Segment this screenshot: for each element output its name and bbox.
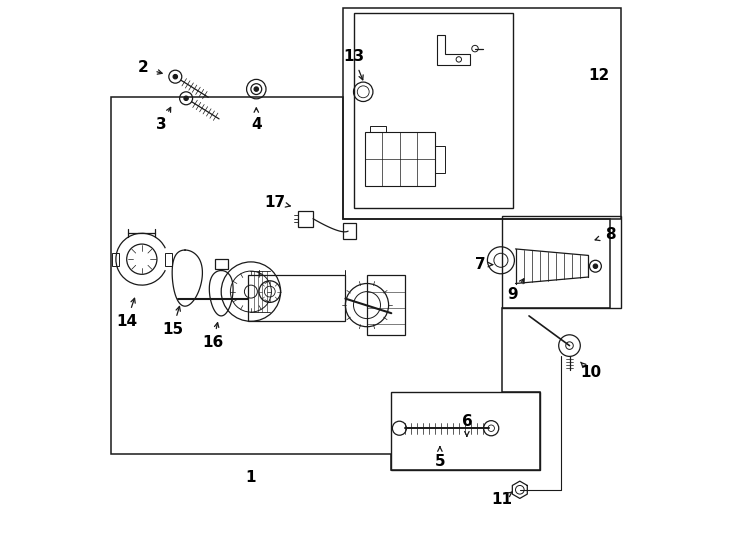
Text: 12: 12 xyxy=(589,68,610,83)
Text: 14: 14 xyxy=(116,314,137,329)
Bar xyxy=(343,8,621,219)
Bar xyxy=(365,132,435,186)
Bar xyxy=(165,253,172,266)
Circle shape xyxy=(593,264,597,268)
Text: 13: 13 xyxy=(343,49,364,64)
Text: 7: 7 xyxy=(475,257,486,272)
Text: 1: 1 xyxy=(246,470,256,485)
Bar xyxy=(248,275,346,321)
Bar xyxy=(367,275,404,335)
Text: 4: 4 xyxy=(251,117,261,132)
Circle shape xyxy=(254,87,258,91)
Bar xyxy=(370,126,386,132)
Bar xyxy=(215,259,228,269)
Text: 2: 2 xyxy=(137,60,148,75)
Circle shape xyxy=(184,96,188,100)
Text: 6: 6 xyxy=(462,414,472,429)
Bar xyxy=(354,14,513,208)
Text: 8: 8 xyxy=(605,227,615,242)
Bar xyxy=(343,223,356,239)
Text: 9: 9 xyxy=(507,287,518,302)
Text: 5: 5 xyxy=(435,454,446,469)
Bar xyxy=(112,253,119,266)
Text: 16: 16 xyxy=(203,335,224,350)
Bar xyxy=(391,392,539,470)
Bar xyxy=(435,146,445,173)
Bar xyxy=(298,211,313,227)
Text: 3: 3 xyxy=(156,117,167,132)
Bar xyxy=(502,216,621,308)
Text: 10: 10 xyxy=(581,365,602,380)
Circle shape xyxy=(173,75,178,79)
Text: 15: 15 xyxy=(162,322,184,337)
Text: 11: 11 xyxy=(492,492,512,507)
Text: 17: 17 xyxy=(265,195,286,210)
